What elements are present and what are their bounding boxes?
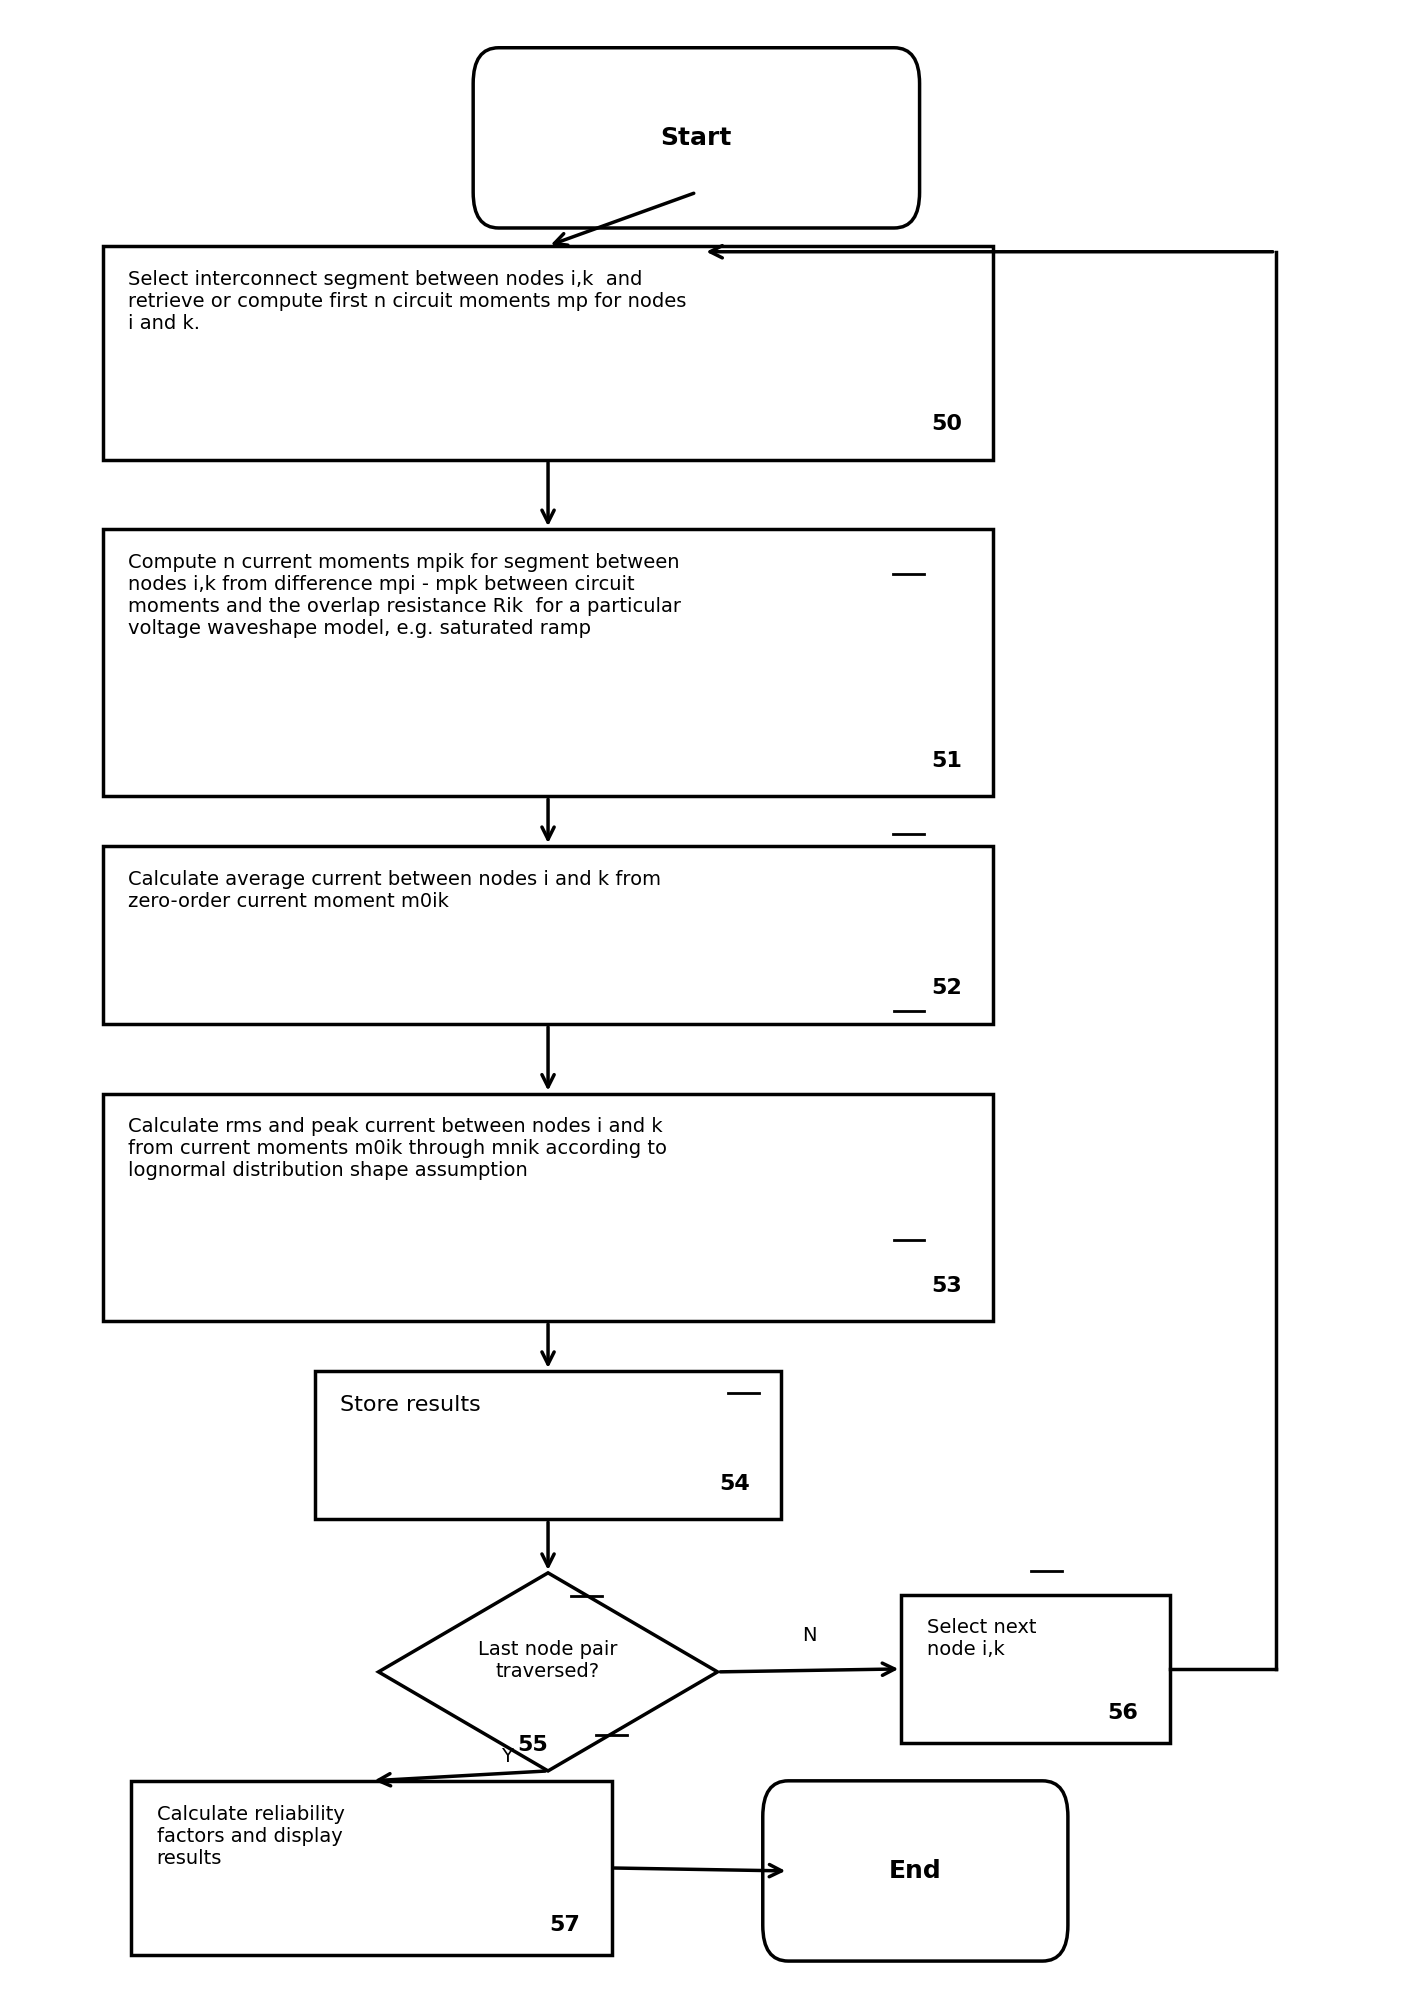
Text: Last node pair
traversed?: Last node pair traversed? [479, 1639, 618, 1681]
Text: 57: 57 [550, 1915, 581, 1935]
Text: Select next
node i,k: Select next node i,k [926, 1619, 1036, 1659]
Text: Calculate average current between nodes i and k from
zero-order current moment m: Calculate average current between nodes … [128, 869, 662, 911]
FancyBboxPatch shape [473, 48, 919, 229]
Text: Select interconnect segment between nodes i,k  and
retrieve or compute first n c: Select interconnect segment between node… [128, 271, 686, 332]
Text: Calculate rms and peak current between nodes i and k
from current moments m0ik t: Calculate rms and peak current between n… [128, 1118, 668, 1179]
Text: 56: 56 [1107, 1703, 1138, 1722]
Text: 53: 53 [931, 1275, 962, 1295]
Text: 54: 54 [719, 1474, 750, 1494]
FancyBboxPatch shape [763, 1780, 1069, 1961]
Text: End: End [890, 1860, 942, 1884]
Text: N: N [801, 1627, 817, 1645]
Bar [104, 1094, 993, 1321]
Text: Y: Y [500, 1746, 513, 1766]
Text: Start: Start [661, 125, 732, 149]
Text: 51: 51 [931, 750, 962, 770]
Text: Store results: Store results [341, 1394, 482, 1414]
Bar [104, 845, 993, 1024]
Text: 55: 55 [517, 1734, 549, 1754]
Text: Calculate reliability
factors and display
results: Calculate reliability factors and displa… [156, 1804, 345, 1868]
Bar [104, 247, 993, 459]
Bar [901, 1595, 1169, 1742]
Text: 52: 52 [931, 979, 962, 998]
Bar [131, 1780, 611, 1955]
Text: 50: 50 [931, 414, 962, 434]
Polygon shape [378, 1573, 718, 1770]
Bar [104, 529, 993, 796]
Bar [315, 1370, 782, 1520]
Text: Compute n current moments mpik for segment between
nodes i,k from difference mpi: Compute n current moments mpik for segme… [128, 553, 682, 638]
